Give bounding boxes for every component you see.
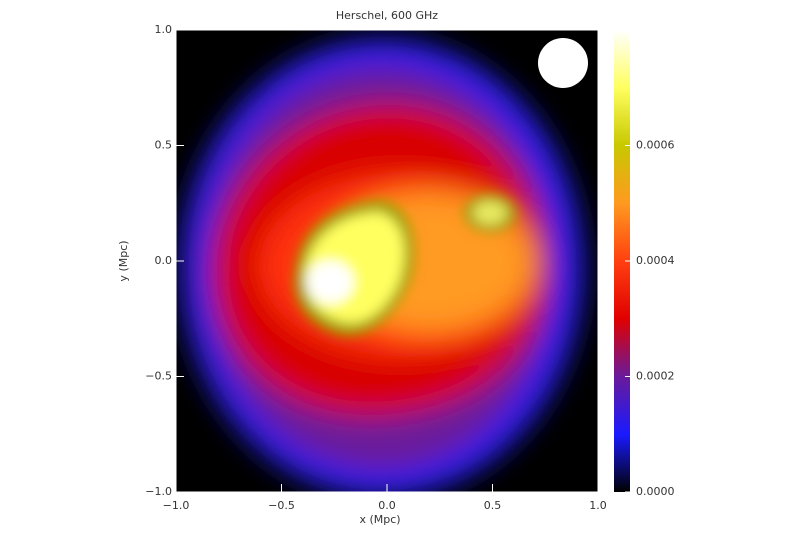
x-tick-label: 0.0 <box>378 499 396 512</box>
colorbar-tick-label: 0.0006 <box>636 139 675 152</box>
y-tick-label: −0.5 <box>145 370 172 383</box>
chart-title: Herschel, 600 GHz <box>336 9 438 22</box>
x-tick-label: −1.0 <box>163 499 190 512</box>
colorbar-tick-label: 0.0000 <box>636 485 675 498</box>
colorbar-tick-label: 0.0004 <box>636 254 675 267</box>
y-axis-label: y (Mpc) <box>117 240 130 281</box>
y-tick-label: 0.5 <box>155 139 173 152</box>
y-tick-label: 1.0 <box>155 23 173 36</box>
x-tick-label: 0.5 <box>484 499 502 512</box>
x-tick-label: −0.5 <box>268 499 295 512</box>
heatmap-field <box>176 30 598 492</box>
y-tick-label: 0.0 <box>155 254 173 267</box>
colorbar-tick-label: 0.0002 <box>636 370 675 383</box>
x-axis-label: x (Mpc) <box>359 513 400 526</box>
y-tick-label: −1.0 <box>145 485 172 498</box>
beam-circle <box>538 38 588 88</box>
x-tick-label: 1.0 <box>589 499 607 512</box>
